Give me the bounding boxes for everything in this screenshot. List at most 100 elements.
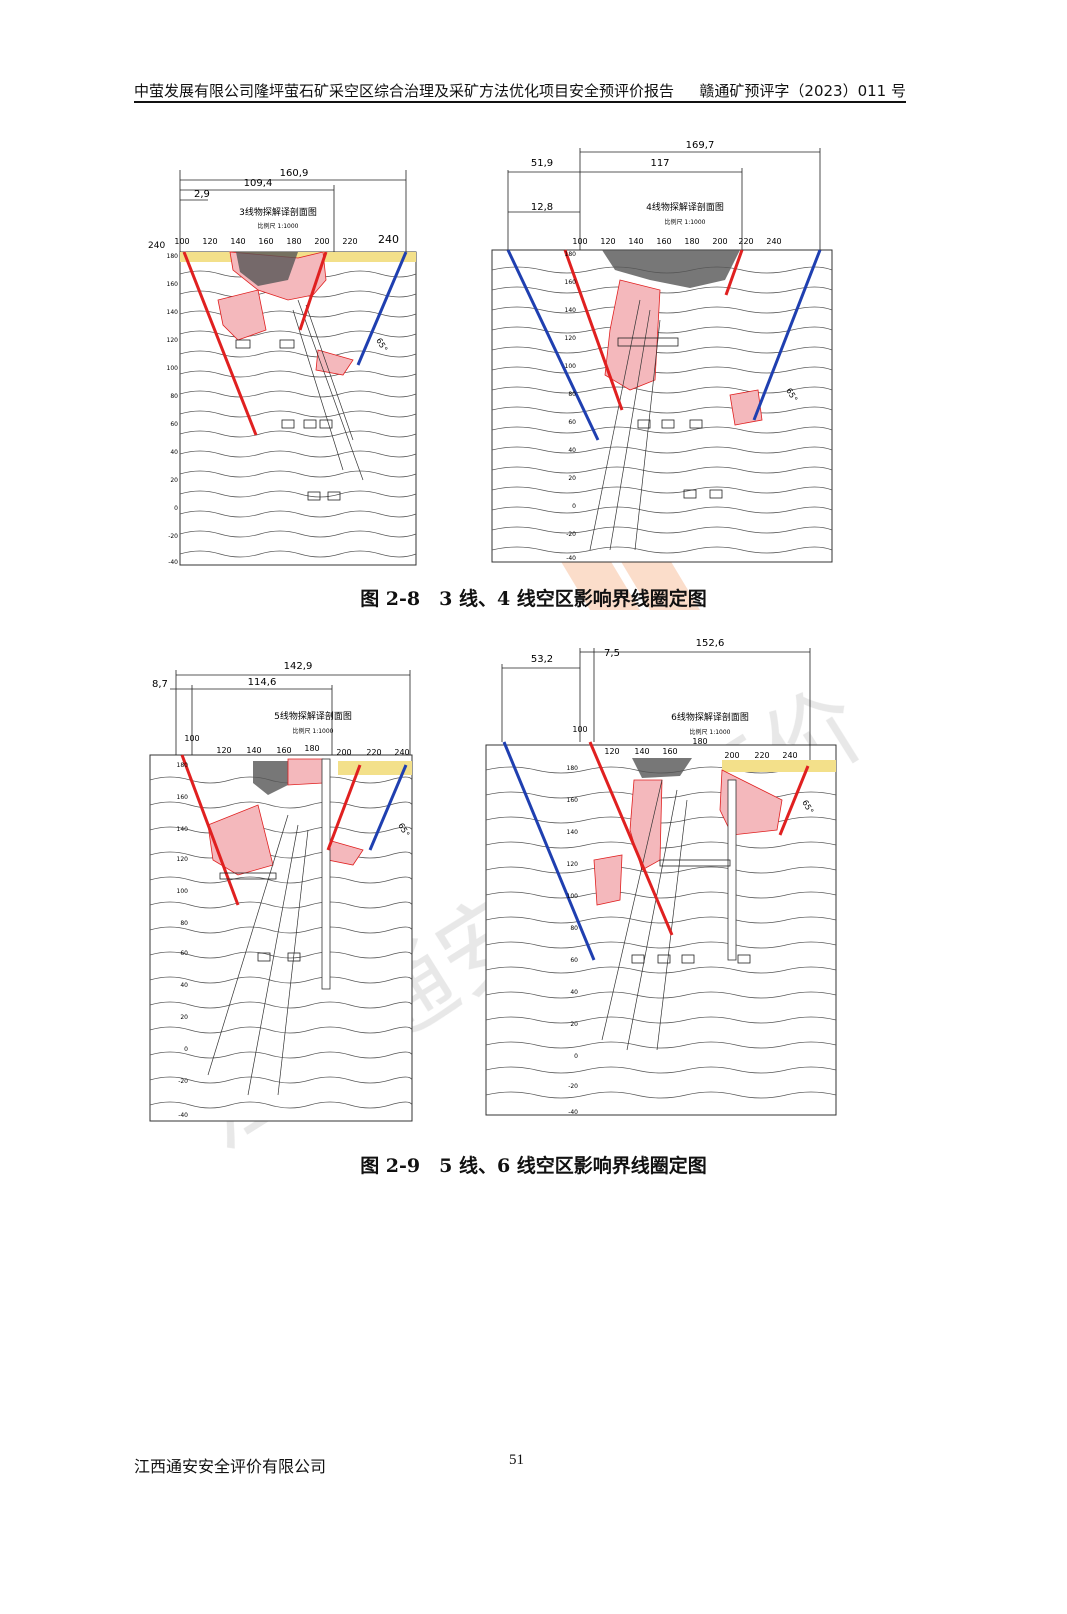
left-elev-label: 240 xyxy=(148,241,165,251)
x-tick: 160 xyxy=(662,747,677,756)
x-tick: 160 xyxy=(276,746,291,755)
x-tick: 240 xyxy=(782,751,797,760)
y-tick: 0 xyxy=(572,503,576,510)
y-tick: -40 xyxy=(568,1109,578,1116)
section-3-figure: 160,9 109,4 2,9 3线物探解译剖面图 比例尺 1:1000 240… xyxy=(148,140,428,574)
y-tick: 180 xyxy=(567,765,579,772)
x-tick: 120 xyxy=(604,747,619,756)
x-tick: 180 xyxy=(304,744,319,753)
y-tick: 80 xyxy=(568,391,576,398)
section-title: 3线物探解译剖面图 xyxy=(239,206,317,218)
y-tick: -20 xyxy=(178,1078,188,1085)
x-tick: 160 xyxy=(656,237,671,246)
x-tick: 120 xyxy=(600,237,615,246)
y-tick: -40 xyxy=(178,1112,188,1119)
dim-small: 2,9 xyxy=(194,189,210,200)
header-rule xyxy=(134,101,906,103)
page-number: 51 xyxy=(509,1452,524,1468)
scale-label: 比例尺 1:1000 xyxy=(292,727,333,735)
y-tick: 160 xyxy=(567,797,579,804)
y-tick: 80 xyxy=(570,925,578,932)
x-tick: 240 xyxy=(394,748,409,757)
dim-small: 7,5 xyxy=(604,648,620,659)
dim-total: 169,7 xyxy=(686,140,715,151)
y-tick: -40 xyxy=(566,555,576,562)
y-tick: 140 xyxy=(565,307,577,314)
section-4-figure: 169,7 51,9 117 12,8 4线物探解译剖面图 比例尺 1:1000… xyxy=(490,140,835,574)
x-tick: 120 xyxy=(216,746,231,755)
section-title: 4线物探解译剖面图 xyxy=(646,201,724,213)
dim-mid: 117 xyxy=(650,158,669,169)
x-tick: 100 xyxy=(174,237,189,246)
scale-label: 比例尺 1:1000 xyxy=(689,728,730,736)
dim-small: 8,7 xyxy=(152,679,168,690)
y-tick: 80 xyxy=(180,920,188,927)
y-tick: 60 xyxy=(568,419,576,426)
y-tick: 180 xyxy=(565,251,577,258)
y-tick: 120 xyxy=(567,861,579,868)
y-tick: -40 xyxy=(168,559,178,566)
y-tick: 40 xyxy=(570,989,578,996)
y-tick: 60 xyxy=(180,950,188,957)
y-tick: 160 xyxy=(167,281,179,288)
x-tick: 180 xyxy=(684,237,699,246)
section-6-figure: 152,6 53,2 7,5 6线物探解译剖面图 比例尺 1:1000 100 … xyxy=(482,630,840,1129)
y-tick: 100 xyxy=(177,888,189,895)
x-tick: 200 xyxy=(314,237,329,246)
footer-company: 江西通安安全评价有限公司 xyxy=(134,1457,327,1476)
x-tick: 160 xyxy=(258,237,273,246)
y-tick: 180 xyxy=(177,762,189,769)
y-tick: 120 xyxy=(565,335,577,342)
x-tick: 140 xyxy=(246,746,261,755)
x-tick: 180 xyxy=(692,737,707,746)
y-tick: 160 xyxy=(565,279,577,286)
x-tick: 240 xyxy=(766,237,781,246)
y-tick: 0 xyxy=(174,505,178,512)
x-tick: 140 xyxy=(230,237,245,246)
y-tick: 140 xyxy=(167,309,179,316)
y-tick: 140 xyxy=(567,829,579,836)
figure-2-9-caption: 图 2-9 5 线、6 线空区影响界线圈定图 xyxy=(360,1155,707,1177)
dim-small: 12,8 xyxy=(531,202,553,213)
y-tick: 40 xyxy=(568,447,576,454)
dim-left: 53,2 xyxy=(531,654,553,665)
x-tick: 140 xyxy=(634,747,649,756)
y-tick: 40 xyxy=(170,449,178,456)
x-tick: 100 xyxy=(572,725,587,734)
y-tick: 60 xyxy=(570,957,578,964)
dim-total: 142,9 xyxy=(284,661,313,672)
x-tick: 140 xyxy=(628,237,643,246)
x-tick: 220 xyxy=(342,237,357,246)
x-tick: 200 xyxy=(712,237,727,246)
section-title: 6线物探解译剖面图 xyxy=(671,711,749,723)
y-tick: 120 xyxy=(177,856,189,863)
y-tick: 180 xyxy=(167,253,179,260)
y-tick: 160 xyxy=(177,794,189,801)
document-number: 赣通矿预评字（2023）011 号 xyxy=(699,82,906,100)
x-tick: 220 xyxy=(738,237,753,246)
x-tick: 220 xyxy=(366,748,381,757)
y-tick: 20 xyxy=(170,477,178,484)
dim-total: 152,6 xyxy=(696,638,725,649)
x-tick: 180 xyxy=(286,237,301,246)
y-tick: 20 xyxy=(568,475,576,482)
scale-label: 比例尺 1:1000 xyxy=(257,222,298,230)
y-tick: 100 xyxy=(167,365,179,372)
dim-left: 51,9 xyxy=(531,158,553,169)
right-elev-label: 240 xyxy=(378,233,399,246)
figure-2-8-caption: 图 2-8 3 线、4 线空区影响界线圈定图 xyxy=(360,588,707,610)
y-tick: 100 xyxy=(567,893,579,900)
y-tick: 20 xyxy=(180,1014,188,1021)
dim-mid: 109,4 xyxy=(244,178,273,189)
y-tick: -20 xyxy=(568,1083,578,1090)
y-tick: 0 xyxy=(184,1046,188,1053)
section-title: 5线物探解译剖面图 xyxy=(274,710,352,722)
x-tick: 100 xyxy=(572,237,587,246)
y-tick: 0 xyxy=(574,1053,578,1060)
y-tick: 100 xyxy=(565,363,577,370)
report-title: 中萤发展有限公司隆坪萤石矿采空区综合治理及采矿方法优化项目安全预评价报告 xyxy=(134,82,675,100)
y-tick: -20 xyxy=(566,531,576,538)
y-tick: 20 xyxy=(570,1021,578,1028)
x-tick: 100 xyxy=(184,734,199,743)
x-tick: 220 xyxy=(754,751,769,760)
